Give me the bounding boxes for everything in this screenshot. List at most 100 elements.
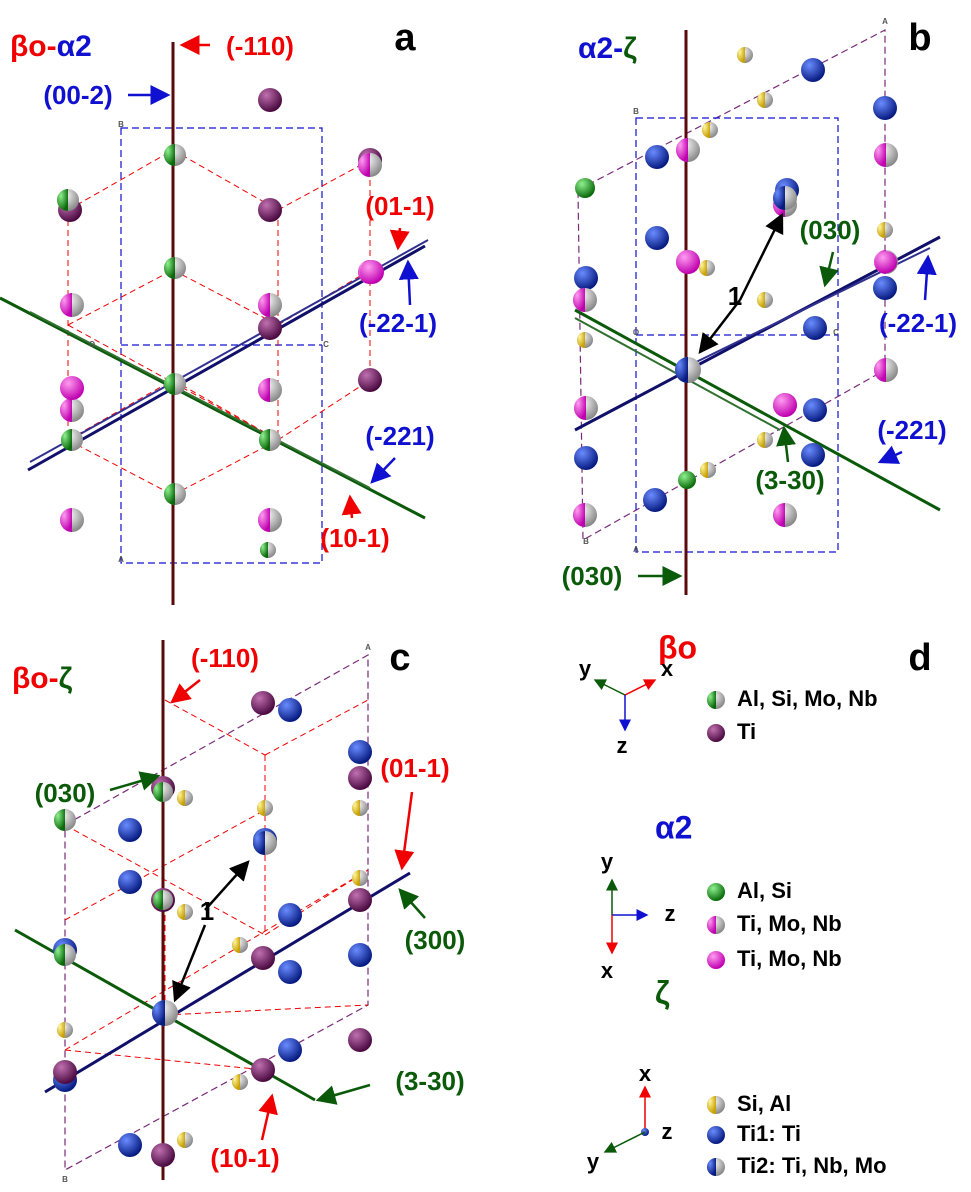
atom-part	[258, 378, 270, 402]
axis-arrow	[605, 1132, 645, 1152]
legend-entry: Al, Si, Mo, Nb	[737, 686, 878, 711]
atom-part	[152, 1000, 165, 1026]
arrow	[372, 458, 395, 482]
corner-label: B	[633, 107, 639, 116]
title-part: ζ	[623, 32, 637, 65]
atom	[645, 226, 669, 250]
atom	[707, 883, 725, 901]
atom	[348, 1028, 372, 1052]
title-part: ζ	[59, 662, 73, 695]
atom-part	[707, 691, 716, 709]
atom-part	[573, 503, 585, 527]
atom	[645, 145, 669, 169]
atom	[707, 724, 725, 742]
atom	[278, 698, 302, 722]
title-part: -	[49, 662, 59, 695]
atom	[875, 251, 897, 273]
axis-label: y	[587, 1149, 600, 1174]
title-part: -	[613, 32, 623, 65]
arrow	[318, 1085, 370, 1100]
arrow	[400, 890, 425, 918]
line	[165, 700, 265, 755]
arrow	[175, 925, 205, 1000]
cell-outline	[65, 655, 368, 1170]
atom	[801, 58, 825, 82]
line	[165, 1005, 368, 1015]
atom	[151, 1143, 175, 1167]
atom	[348, 740, 372, 764]
figure: BOCAβo-α2a(-110)(00-2)(01-1)(-22-1)(-221…	[0, 0, 971, 1187]
arrow	[110, 776, 158, 790]
legend-heading: α2	[655, 809, 692, 845]
corner-label: A	[882, 17, 888, 26]
atom	[118, 1133, 142, 1157]
axis-label: z	[617, 733, 628, 758]
atom-part	[258, 293, 270, 317]
atom	[348, 888, 372, 912]
plane-label: (10-1)	[210, 1143, 279, 1173]
atom-part	[177, 790, 185, 806]
legend-entry: Ti1: Ti	[737, 1121, 801, 1146]
axis-label: y	[579, 656, 592, 681]
line	[173, 440, 278, 495]
legend-entry: Ti2: Ti, Nb, Mo	[737, 1153, 887, 1178]
plane-label: (300)	[405, 925, 466, 955]
atom	[773, 393, 797, 417]
atom	[873, 276, 897, 300]
atom	[358, 368, 382, 392]
plane-label: (01-1)	[365, 191, 434, 221]
atom-part	[177, 904, 185, 920]
legend-entry: Si, Al	[737, 1091, 791, 1116]
legend-entry: Al, Si	[737, 878, 792, 903]
panel-label: d	[908, 637, 931, 679]
arrow	[880, 452, 902, 462]
panel-title: α2-ζ	[578, 32, 637, 65]
atom-part	[675, 357, 688, 383]
plane-label: (-22-1)	[879, 308, 957, 338]
atom	[348, 943, 372, 967]
arrow	[784, 428, 788, 462]
corner-label: B	[118, 120, 124, 129]
legend-entry: Ti, Mo, Nb	[737, 911, 842, 936]
corner-label: C	[323, 340, 329, 349]
atom	[575, 178, 595, 198]
atom-part	[60, 398, 72, 422]
atom-part	[676, 138, 688, 162]
atom-part	[260, 542, 268, 558]
corner-label: A	[365, 643, 371, 652]
corner-label: B	[62, 1175, 68, 1184]
atom-part	[232, 1074, 240, 1090]
arrow	[402, 792, 412, 868]
atom-part	[877, 222, 885, 238]
atom-part	[574, 396, 586, 420]
corner-label: B	[583, 537, 589, 546]
legend-heading: ζ	[655, 974, 670, 1010]
plane-label: (-110)	[226, 31, 294, 61]
panel-label: c	[389, 637, 410, 679]
atom	[678, 471, 696, 489]
atom	[118, 870, 142, 894]
atom	[278, 1038, 302, 1062]
axis-label: y	[601, 849, 614, 874]
corner-label: C	[833, 328, 839, 337]
atom-part	[57, 1022, 65, 1038]
axis-label: z	[662, 1119, 673, 1144]
atom-part	[757, 292, 765, 308]
plane-label: (-221)	[877, 415, 946, 445]
atom-part	[699, 260, 707, 276]
atom	[118, 818, 142, 842]
atom	[707, 951, 725, 969]
plane-label: (3-30)	[395, 1066, 464, 1096]
atom-part	[707, 1158, 716, 1176]
atom	[53, 1060, 77, 1084]
plane-label: 1	[728, 281, 742, 311]
axis-label: x	[601, 958, 614, 983]
atom	[278, 960, 302, 984]
atom	[803, 398, 827, 422]
line	[278, 160, 370, 210]
atom-part	[700, 462, 708, 478]
plane-label: 1	[200, 896, 214, 926]
atom-part	[707, 1096, 716, 1114]
atom	[258, 316, 282, 340]
corner-label: O	[89, 340, 95, 349]
